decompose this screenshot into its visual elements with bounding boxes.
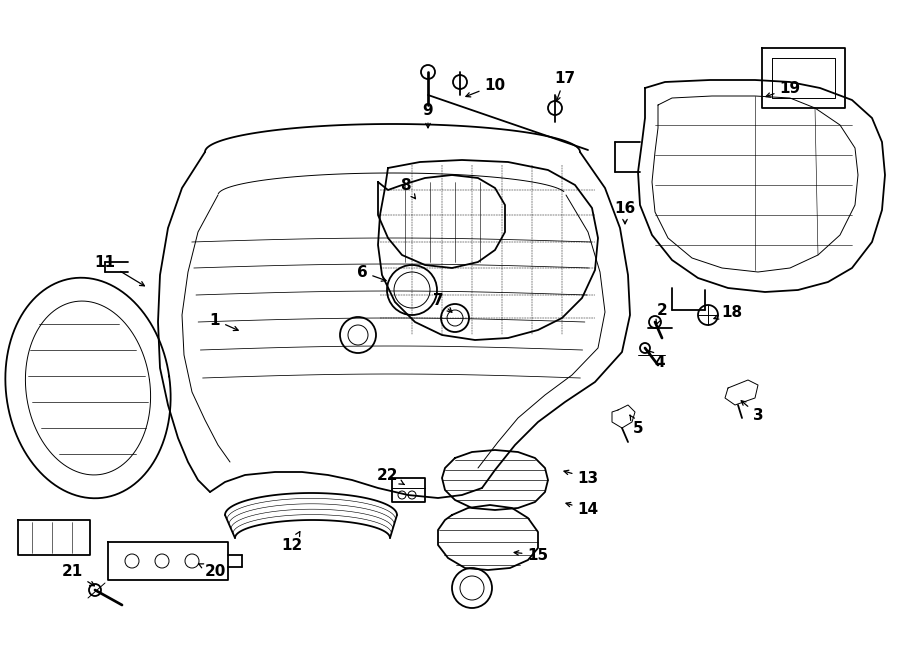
Text: 7: 7 — [433, 293, 452, 312]
Text: 21: 21 — [61, 564, 94, 586]
Text: 1: 1 — [210, 313, 239, 330]
Text: 10: 10 — [466, 77, 506, 97]
Text: 6: 6 — [356, 264, 386, 281]
Text: 3: 3 — [742, 401, 763, 422]
Text: 12: 12 — [282, 531, 302, 553]
Text: 16: 16 — [615, 200, 635, 224]
Text: 8: 8 — [400, 178, 416, 199]
Text: 13: 13 — [564, 470, 598, 485]
Text: 17: 17 — [554, 71, 576, 101]
Text: 19: 19 — [766, 81, 801, 97]
Text: 22: 22 — [377, 467, 404, 485]
Text: 11: 11 — [94, 254, 144, 286]
Text: 18: 18 — [714, 305, 742, 319]
Text: 20: 20 — [199, 564, 226, 580]
Text: 4: 4 — [649, 351, 665, 369]
Text: 15: 15 — [514, 547, 549, 563]
Text: 9: 9 — [423, 102, 433, 128]
Text: 2: 2 — [656, 303, 668, 324]
Text: 14: 14 — [566, 502, 598, 518]
Text: 5: 5 — [630, 415, 644, 436]
